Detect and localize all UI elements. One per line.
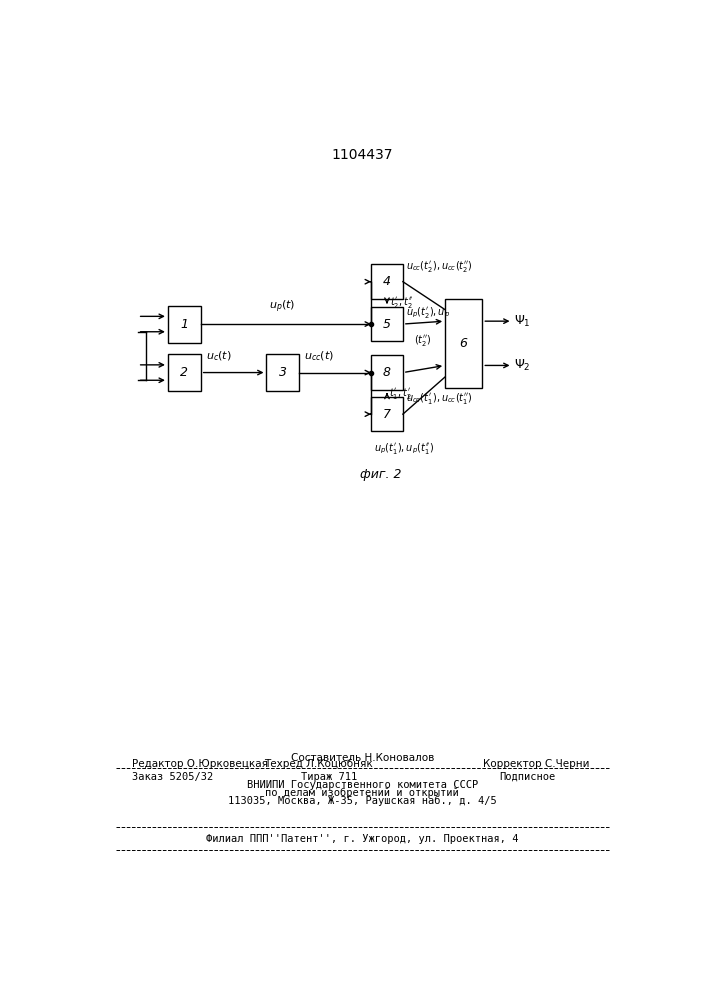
Text: Тираж 711: Тираж 711: [301, 772, 358, 782]
Text: 7: 7: [383, 408, 391, 421]
Text: $(t_2'')$: $(t_2'')$: [414, 333, 431, 348]
Bar: [168, 354, 201, 391]
Text: $t_2', t_2''$: $t_2', t_2''$: [390, 295, 414, 310]
Text: $\Psi_2$: $\Psi_2$: [514, 358, 531, 373]
Text: Подписное: Подписное: [499, 772, 556, 782]
Text: $u_c(t)$: $u_c(t)$: [206, 350, 232, 363]
Text: Заказ 5205/32: Заказ 5205/32: [132, 772, 214, 782]
Text: Составитель Н.Коновалов: Составитель Н.Коновалов: [291, 753, 434, 763]
Text: $u_{cc}(t_2'), u_{cc}(t_2'')$: $u_{cc}(t_2'), u_{cc}(t_2'')$: [406, 259, 472, 274]
Text: 6: 6: [460, 337, 468, 350]
Text: Редактор О.Юрковецкая: Редактор О.Юрковецкая: [132, 759, 268, 769]
Bar: [371, 355, 403, 390]
Text: Техред Л.Коцюбняк: Техред Л.Коцюбняк: [264, 759, 373, 769]
Text: $\Psi_1$: $\Psi_1$: [514, 314, 531, 329]
Bar: [371, 264, 403, 299]
Text: $u_{cc}(t)$: $u_{cc}(t)$: [304, 350, 334, 363]
Text: 2: 2: [180, 366, 188, 379]
Bar: [371, 307, 403, 341]
Text: 1104437: 1104437: [332, 148, 393, 162]
Bar: [267, 354, 299, 391]
Text: $u_p(t)$: $u_p(t)$: [269, 298, 296, 315]
Text: 1: 1: [180, 318, 188, 331]
Text: Филиал ППП''Патент'', г. Ужгород, ул. Проектная, 4: Филиал ППП''Патент'', г. Ужгород, ул. Пр…: [206, 834, 519, 844]
Text: 5: 5: [383, 318, 391, 331]
Text: по делам изобретений и открытий: по делам изобретений и открытий: [265, 788, 460, 798]
Text: фиг. 2: фиг. 2: [360, 468, 402, 481]
Bar: [168, 306, 201, 343]
Text: 4: 4: [383, 275, 391, 288]
Text: $u_p(t_2'), u_p$: $u_p(t_2'), u_p$: [406, 305, 450, 320]
Bar: [445, 299, 482, 388]
Text: 113035, Москва, Ж-35, Раушская наб., д. 4/5: 113035, Москва, Ж-35, Раушская наб., д. …: [228, 796, 497, 806]
Text: 3: 3: [279, 366, 287, 379]
Text: ВНИИПИ Государственного комитета СССР: ВНИИПИ Государственного комитета СССР: [247, 780, 478, 790]
Bar: [371, 397, 403, 431]
Text: $u_{cc}(t_1'), u_{cc}(t_1'')$: $u_{cc}(t_1'), u_{cc}(t_1'')$: [406, 391, 472, 406]
Text: Корректор С.Черни: Корректор С.Черни: [483, 759, 590, 769]
Text: $t_1', t_2'$: $t_1', t_2'$: [389, 386, 411, 401]
Text: 8: 8: [383, 366, 391, 379]
Text: $u_p(t_1'), u_p(t_1'')$: $u_p(t_1'), u_p(t_1'')$: [374, 441, 434, 456]
